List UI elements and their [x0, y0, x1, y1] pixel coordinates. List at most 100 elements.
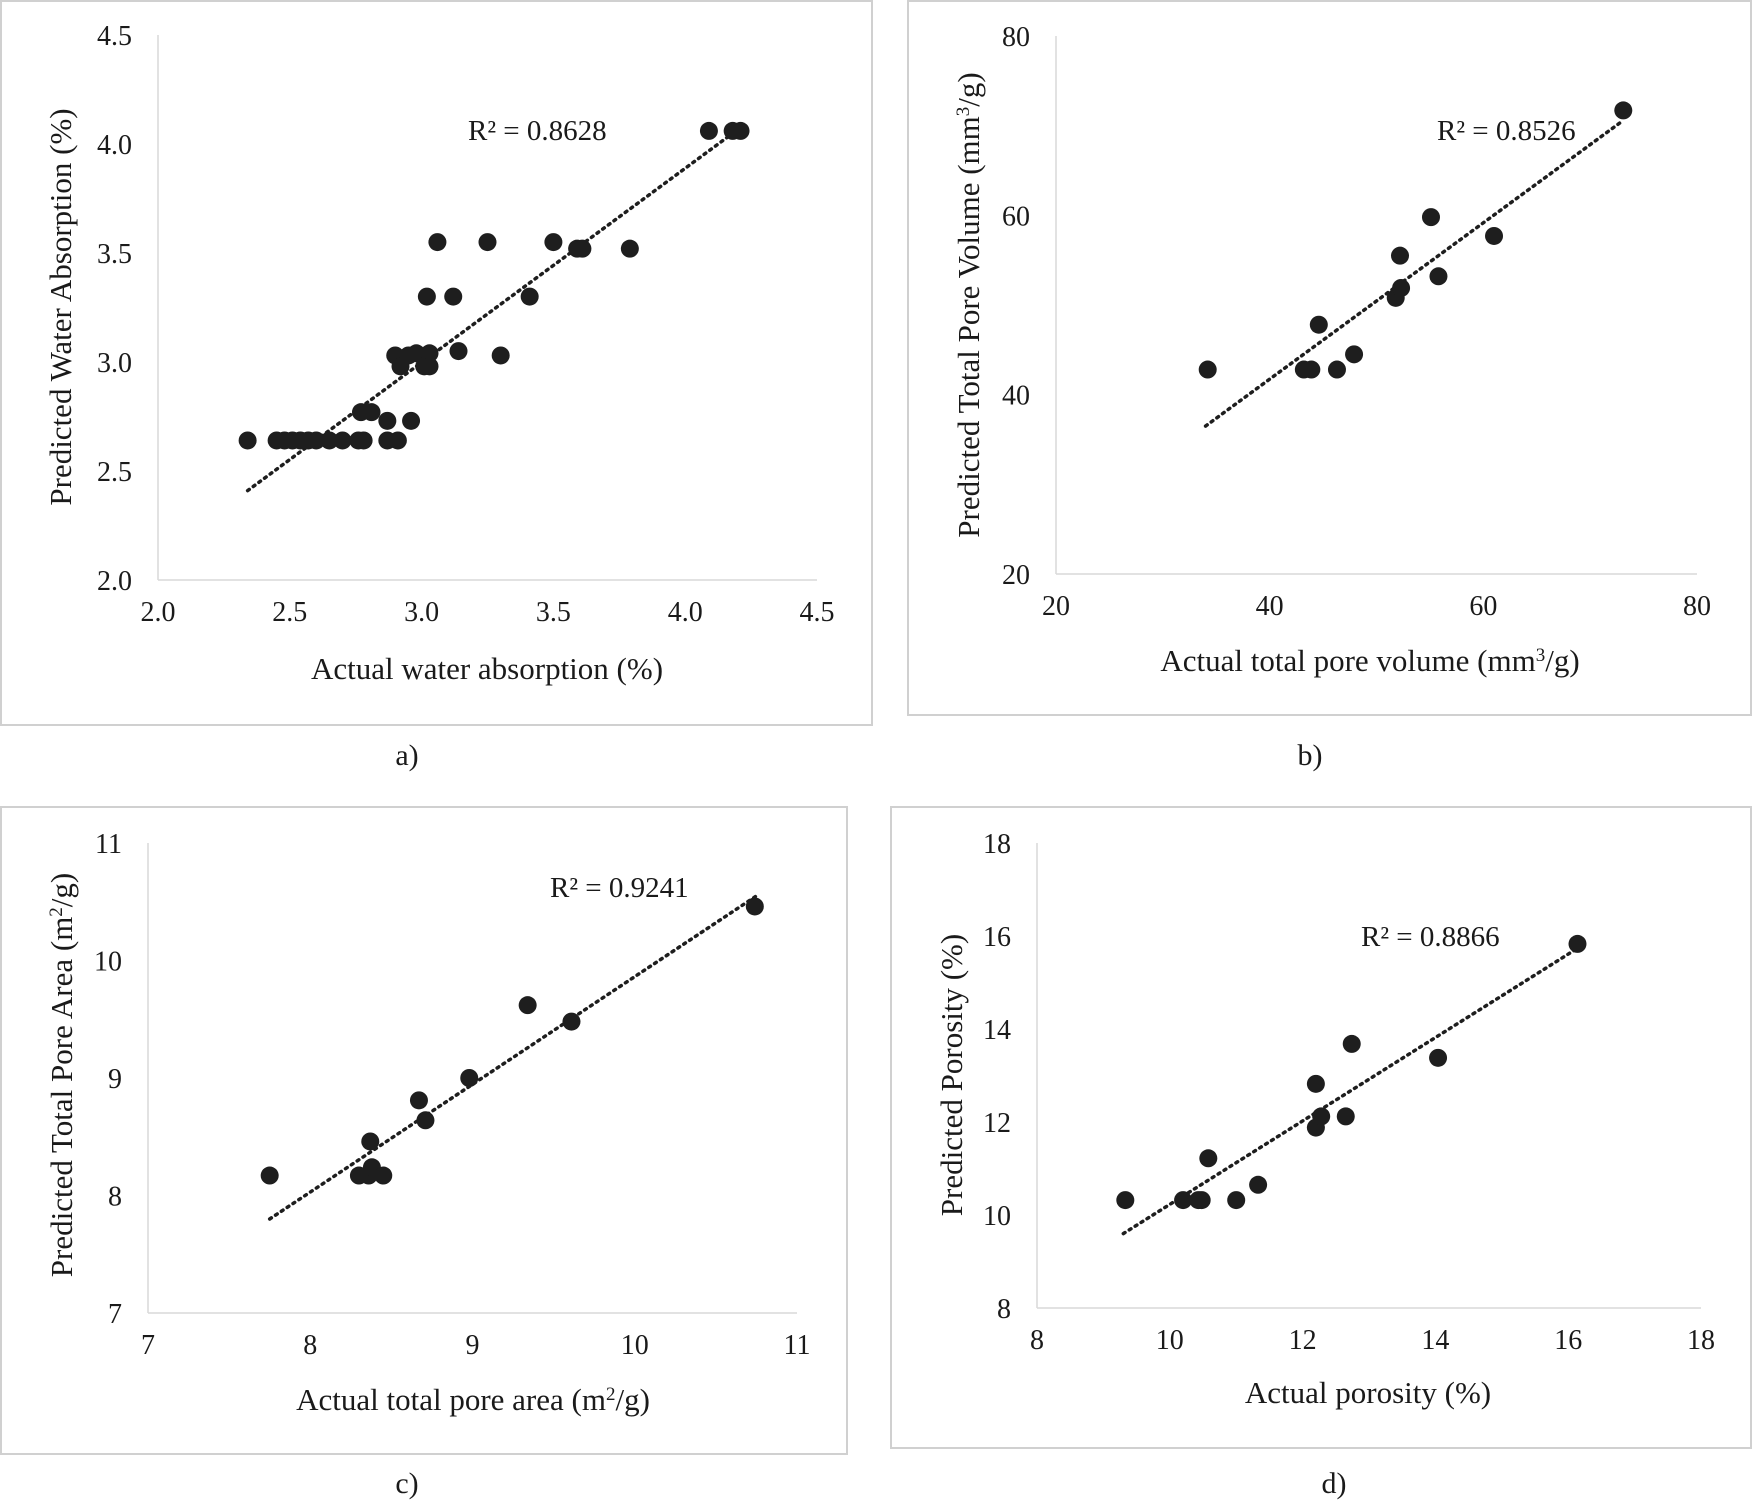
panel-a-x-tick-label: 4.0: [668, 597, 703, 628]
panel-a-y-tick-label: 4.0: [97, 130, 132, 161]
panel-a-data-point: [333, 431, 352, 450]
panel-a-data-point: [520, 287, 539, 306]
panel-a-data-point: [491, 346, 510, 365]
panel-a-data-point: [238, 431, 257, 450]
panel-b-r2-label: R² = 0.8526: [1437, 115, 1576, 147]
panel-b-data-point: [1327, 360, 1346, 379]
panel-b-data-point: [1485, 226, 1504, 245]
panel-b-data-point: [1391, 246, 1410, 265]
panel-a-trendline: [245, 133, 732, 493]
panel-a-data-point: [378, 411, 397, 430]
panel-d-x-ticks: 8 10 12 14 16 18: [1030, 1325, 1715, 1356]
panel-c-x-tick-label: 10: [621, 1330, 649, 1361]
panel-d: 8 10 12 14 16 18 8 10 12 14 16 18 R² = 0.8866 Actu…: [934, 829, 1715, 1500]
panel-c-y-tick-label: 8: [108, 1182, 122, 1213]
panel-c-x-ticks: 7 8 9 10 11: [141, 1330, 810, 1361]
panel-b-x-title-sup: 3: [1536, 645, 1546, 666]
panel-c-points: [260, 897, 764, 1185]
panel-b-data-point: [1198, 360, 1217, 379]
panel-b-y-title: Predicted Total Pore Volume (mm3/g): [951, 72, 986, 537]
panel-b-y-title-sup: 3: [953, 107, 974, 117]
panel-a-y-ticks: 2.0 2.5 3.0 3.5 4.0 4.5: [97, 21, 132, 597]
panel-b-label: b): [1298, 739, 1323, 772]
panel-d-x-tick-label: 18: [1687, 1325, 1715, 1356]
panel-c-frame: [0, 806, 848, 1455]
panel-c-data-point: [416, 1111, 435, 1130]
panel-d-data-point: [1342, 1034, 1361, 1053]
panel-b-y-title-main: Predicted Total Pore Volume (mm: [951, 116, 986, 537]
panel-b-data-point: [1309, 315, 1328, 334]
panel-c-data-point: [409, 1091, 428, 1110]
panel-b-data-point: [1614, 101, 1633, 120]
panel-d-data-point: [1306, 1074, 1325, 1093]
panel-c-x-tick-label: 7: [141, 1330, 155, 1361]
panel-a-y-tick-label: 3.0: [97, 348, 132, 379]
panel-a-y-tick-label: 3.5: [97, 239, 132, 270]
panel-a-data-point: [402, 411, 421, 430]
panel-d-y-tick-label: 8: [997, 1294, 1011, 1325]
panel-a-data-point: [620, 239, 639, 258]
panel-a-data-point: [544, 233, 563, 252]
panel-b-frame: [907, 0, 1752, 716]
panel-b-points: [1198, 101, 1633, 379]
panel-a-data-point: [420, 344, 439, 363]
panel-a-points: [238, 121, 750, 450]
panel-a-x-tick-label: 2.5: [272, 597, 307, 628]
panel-c-y-title-tail: /g): [44, 873, 79, 907]
panel-d-y-tick-label: 14: [983, 1015, 1011, 1046]
panel-a-x-tick-label: 3.5: [536, 597, 571, 628]
panel-a-x-tick-label: 3.0: [404, 597, 439, 628]
panel-c-y-title: Predicted Total Pore Area (m2/g): [44, 873, 79, 1277]
panel-c-data-point: [460, 1069, 479, 1087]
panel-a-x-title: Actual water absorption (%): [311, 651, 663, 686]
panel-c-x-title: Actual total pore area (m2/g): [296, 1382, 650, 1417]
panel-d-y-title: Predicted Porosity (%): [934, 934, 969, 1216]
panel-d-x-title: Actual porosity (%): [1245, 1375, 1491, 1410]
panel-d-r2-label: R² = 0.8866: [1361, 921, 1500, 953]
panel-c-x-tick-label: 11: [784, 1330, 811, 1361]
panel-c-data-point: [260, 1166, 279, 1185]
panel-c-x-title-tail: /g): [615, 1382, 649, 1417]
panel-d-data-point: [1199, 1149, 1218, 1168]
panel-c-x-tick-label: 8: [303, 1330, 317, 1361]
panel-a-data-point: [388, 431, 407, 450]
panel-b-data-point: [1392, 278, 1411, 297]
panel-d-data-point: [1116, 1191, 1135, 1210]
panel-b: 20 40 60 80 20 40 60 80 R² = 0.8526 Actual tot…: [951, 22, 1711, 772]
panel-d-y-tick-label: 12: [983, 1108, 1011, 1139]
panel-a-data-point: [428, 233, 447, 252]
panel-b-data-point: [1421, 208, 1440, 227]
panel-a-y-tick-label: 2.0: [97, 566, 132, 597]
panel-b-x-title-tail: /g): [1545, 643, 1579, 678]
panel-c-label: c): [395, 1467, 418, 1500]
panel-d-x-tick-label: 10: [1156, 1325, 1184, 1356]
panel-d-y-tick-label: 18: [983, 829, 1011, 860]
panel-c-y-tick-label: 10: [94, 947, 122, 978]
panel-a-data-point: [478, 233, 497, 252]
panel-b-data-point: [1302, 360, 1321, 379]
panel-d-label: d): [1322, 1467, 1347, 1500]
panel-a-label: a): [395, 739, 418, 772]
panel-d-data-point: [1249, 1175, 1268, 1194]
panel-b-x-tick-label: 80: [1683, 591, 1711, 622]
panel-a-y-tick-label: 4.5: [97, 21, 132, 52]
panel-a-data-point: [449, 342, 468, 361]
panel-c: 7 8 9 10 11 7 8 9 10 11 R² = 0.9241 Actual total…: [44, 829, 810, 1500]
panel-a-data-point: [699, 121, 718, 140]
panel-c-x-tick-label: 9: [466, 1330, 480, 1361]
panel-d-data-point: [1227, 1191, 1246, 1210]
panel-b-x-tick-label: 60: [1469, 591, 1497, 622]
panel-b-x-tick-label: 20: [1042, 591, 1070, 622]
panel-d-x-tick-label: 12: [1289, 1325, 1317, 1356]
panel-b-y-title-tail: /g): [951, 72, 986, 106]
panel-d-y-tick-label: 10: [983, 1201, 1011, 1232]
panel-a-data-point: [362, 403, 381, 422]
panel-c-r2-label: R² = 0.9241: [550, 872, 689, 904]
panel-c-x-title-sup: 2: [606, 1384, 616, 1405]
panel-c-data-point: [562, 1012, 581, 1031]
panel-b-y-tick-label: 60: [1002, 201, 1030, 232]
panel-a: 2.0 2.5 3.0 3.5 4.0 4.5 2.0 2.5 3.0 3.5 4.0 4.5 R²…: [43, 21, 835, 772]
panel-a-x-tick-label: 2.0: [141, 597, 176, 628]
panel-a-x-ticks: 2.0 2.5 3.0 3.5 4.0 4.5: [141, 597, 835, 628]
